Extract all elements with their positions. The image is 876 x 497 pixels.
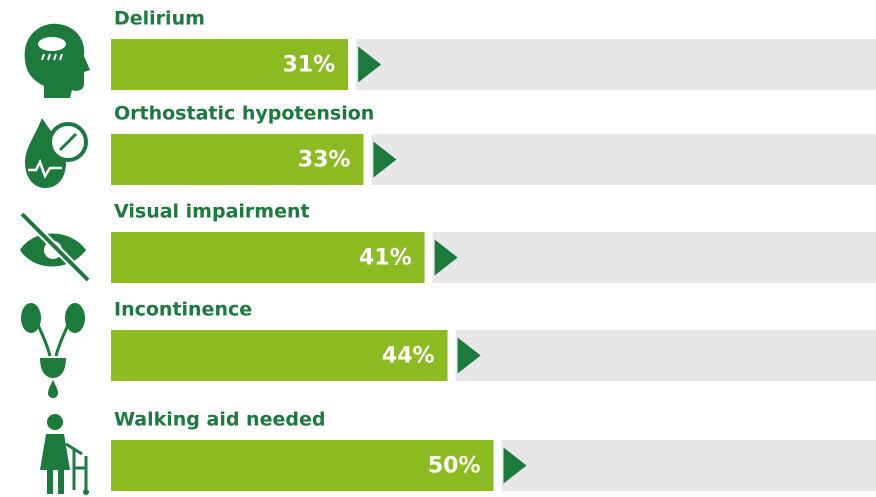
value-label: 31% [282, 53, 335, 78]
bar-gap [363, 134, 372, 185]
icon-blood-pressure [25, 118, 88, 188]
bar-gap [447, 330, 456, 381]
category-label: Orthostatic hypotension [114, 103, 374, 125]
bar-gap [493, 440, 502, 491]
category-label: Incontinence [114, 299, 252, 321]
icon-walker [40, 414, 89, 495]
category-label: Visual impairment [114, 201, 310, 223]
bar [111, 232, 425, 283]
category-label: Walking aid needed [114, 409, 325, 431]
arrow [503, 447, 527, 484]
bar-gap [348, 39, 357, 90]
bar-gap [424, 232, 433, 283]
category-label: Delirium [114, 8, 205, 30]
arrow [373, 141, 397, 178]
bar [111, 440, 494, 491]
value-label: 41% [359, 246, 412, 271]
bar [111, 330, 448, 381]
value-label: 33% [298, 148, 351, 173]
value-label: 50% [428, 454, 481, 479]
arrow [358, 46, 382, 83]
icon-kidneys [21, 303, 85, 398]
arrow [457, 337, 481, 374]
value-label: 44% [382, 344, 435, 369]
icon-eye [19, 211, 91, 283]
arrow [434, 239, 458, 276]
icon-head [24, 23, 90, 99]
bar [111, 39, 349, 90]
bar [111, 134, 364, 185]
